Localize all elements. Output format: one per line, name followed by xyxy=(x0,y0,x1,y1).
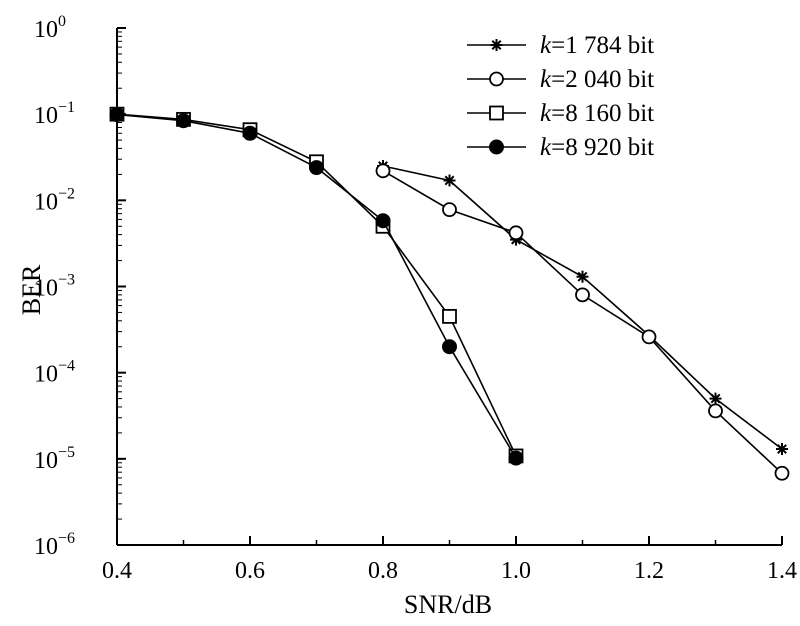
data-point xyxy=(776,443,788,456)
legend-entry-2: k=2 040 bit xyxy=(467,66,654,93)
marker-arm xyxy=(444,175,455,186)
marker-arm xyxy=(777,444,787,454)
x-tick-label: 0.8 xyxy=(368,558,398,584)
legend-marker xyxy=(489,71,504,87)
data-point xyxy=(375,213,391,229)
y-tick-label: 10−6 xyxy=(34,530,75,560)
series-4 xyxy=(109,107,524,466)
data-point xyxy=(309,160,324,176)
marker-arm xyxy=(710,393,721,404)
x-tick-label: 0.6 xyxy=(235,558,265,584)
y-tick-label: 100 xyxy=(34,13,66,43)
data-point xyxy=(442,308,457,324)
y-axis-title: BER xyxy=(17,264,46,315)
data-point xyxy=(508,450,524,466)
y-tick-label: 10−5 xyxy=(34,444,75,474)
data-point xyxy=(442,202,457,218)
plot-area xyxy=(109,106,790,481)
legend-marker xyxy=(490,39,503,51)
x-tick-label: 1.2 xyxy=(634,558,664,584)
y-tick-label: 10−4 xyxy=(34,358,75,388)
series-2 xyxy=(375,163,790,481)
x-tick-label: 1.4 xyxy=(767,558,797,584)
data-point xyxy=(576,270,589,283)
data-point xyxy=(641,329,657,345)
x-tick-label: 1.0 xyxy=(501,558,531,584)
legend-marker xyxy=(489,105,504,121)
data-point xyxy=(242,125,258,141)
y-tick-label: 10−3 xyxy=(34,272,75,302)
marker-arm xyxy=(491,40,502,50)
marker-arm xyxy=(577,271,588,282)
data-point xyxy=(375,163,391,179)
legend-marker xyxy=(489,139,504,155)
data-point xyxy=(176,113,191,129)
data-point xyxy=(774,465,790,481)
legend: k=1 784 bit k=2 040 bit k=8 160 bit k=8 920… xyxy=(467,32,654,161)
data-point xyxy=(575,287,590,303)
legend-label: k=8 920 bit xyxy=(540,134,654,161)
data-point xyxy=(708,403,723,419)
legend-entry-4: k=8 920 bit xyxy=(467,134,654,161)
data-point xyxy=(508,225,524,241)
series-1 xyxy=(377,160,788,456)
legend-label: k=2 040 bit xyxy=(540,66,654,93)
y-tick-label: 10−2 xyxy=(34,185,75,215)
axes: 0.4 0.6 0.8 1.0 1.2 1.4 100 10−1 10−2 10−3 10−4 10−… xyxy=(34,13,797,584)
x-axis-title: SNR/dB xyxy=(404,590,492,619)
data-point xyxy=(443,174,456,187)
data-point xyxy=(442,339,457,355)
data-point xyxy=(709,392,722,405)
legend-label: k=8 160 bit xyxy=(540,100,654,127)
legend-entry-1: k=1 784 bit xyxy=(467,32,654,59)
y-tick-label: 10−1 xyxy=(34,99,75,129)
x-tick-label: 0.4 xyxy=(102,558,132,584)
legend-label: k=1 784 bit xyxy=(540,32,654,59)
legend-entry-3: k=8 160 bit xyxy=(467,100,654,127)
